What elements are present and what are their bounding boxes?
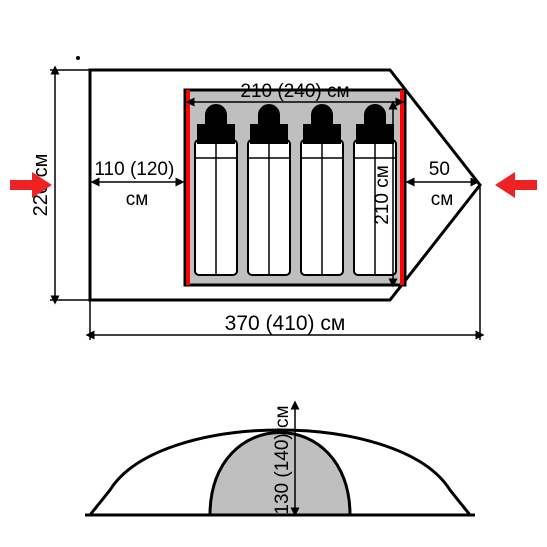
top-view (90, 70, 480, 300)
sleeping-bag-3 (301, 105, 343, 275)
dim-tip-label: 50 см (429, 159, 455, 210)
corner-dot (76, 56, 80, 60)
dim-total-label: 370 (410) см (225, 312, 346, 335)
dim-tent-height-label: 130 (140) см (272, 405, 293, 514)
dim-inner-width-label: 210 (240) см (240, 81, 349, 102)
arrow-right-icon (495, 172, 537, 198)
sleeping-bag-2 (248, 105, 290, 275)
side-view: 130 (140) см (85, 405, 475, 515)
tent-diagram-svg: 220 см 110 (120) см 210 (240) см 210 см … (0, 0, 547, 547)
sleeping-bag-1 (195, 105, 237, 275)
dim-vestibule-label: 110 (120) см (94, 159, 179, 210)
dim-inner-depth-label: 210 см (372, 165, 393, 225)
diagram-container: 220 см 110 (120) см 210 (240) см 210 см … (0, 0, 547, 547)
